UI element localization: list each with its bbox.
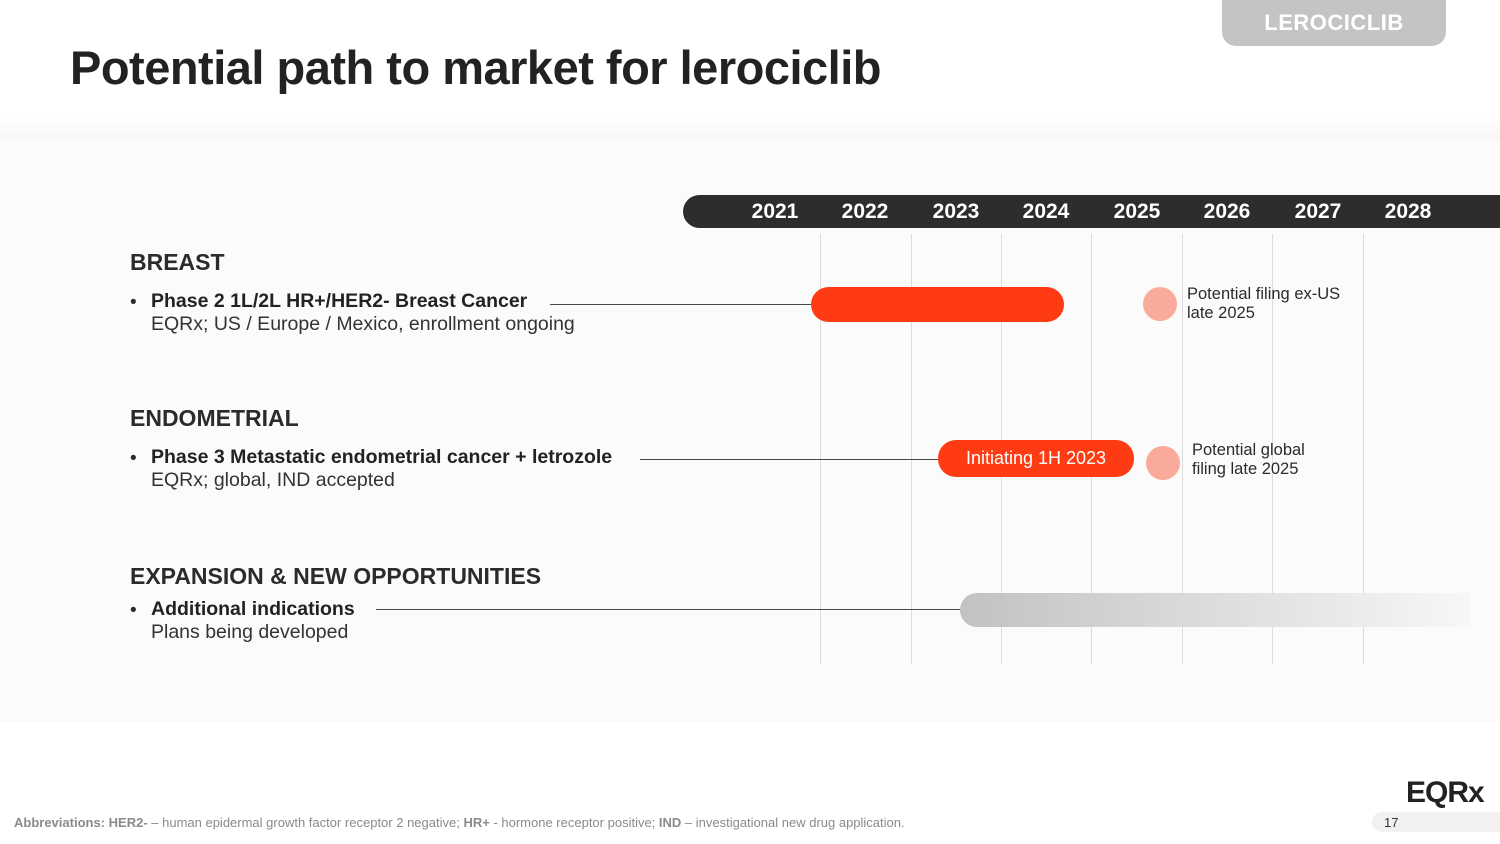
year-label: 2022: [841, 200, 889, 223]
breast-filing-milestone: [1143, 287, 1177, 321]
expansion-item-detail: Plans being developed: [151, 621, 349, 643]
note-line: Potential global: [1192, 441, 1305, 459]
gridline: [820, 234, 821, 664]
section-title-breast: BREAST: [130, 249, 225, 275]
timeline-year-bar: 2021 2022 2023 2024 2025 2026 2027 2028: [683, 195, 1500, 228]
year-label: 2027: [1294, 200, 1342, 223]
abbr-definition: – human epidermal growth factor receptor…: [147, 815, 464, 830]
abbr-term: HR+: [463, 815, 490, 830]
endometrial-connector-line: [640, 459, 940, 460]
year-label: 2026: [1203, 200, 1251, 223]
page-title: Potential path to market for lerociclib: [70, 41, 882, 94]
gridline: [1182, 234, 1183, 664]
endometrial-filing-note: Potential global filing late 2025: [1192, 441, 1305, 479]
note-line: late 2025: [1187, 304, 1255, 322]
abbr-term: HER2-: [108, 815, 148, 830]
expansion-connector-line: [376, 609, 962, 610]
abbreviations-footnote: Abbreviations: HER2- – human epidermal g…: [14, 815, 905, 830]
endometrial-bar-label: Initiating 1H 2023: [965, 448, 1107, 468]
product-tag: LEROCICLIB: [1222, 0, 1446, 46]
bullet: •: [130, 292, 137, 313]
year-label: 2025: [1113, 200, 1161, 223]
gridline: [1272, 234, 1273, 664]
abbr-definition: – investigational new drug application.: [681, 815, 905, 830]
endometrial-trial-title: Phase 3 Metastatic endometrial cancer + …: [151, 446, 613, 468]
expansion-item-title: Additional indications: [151, 598, 355, 620]
note-line: filing late 2025: [1192, 460, 1299, 478]
expansion-bar: [960, 593, 1470, 627]
abbr-term: IND: [658, 815, 682, 830]
endometrial-filing-milestone: [1146, 446, 1180, 480]
eqrx-logo: EQRx: [1406, 776, 1485, 809]
endometrial-trial-detail: EQRx; global, IND accepted: [151, 469, 395, 491]
bullet: •: [130, 448, 137, 469]
gridline: [911, 234, 912, 664]
year-label: 2023: [932, 200, 980, 223]
abbr-definition: - hormone receptor positive;: [489, 815, 659, 830]
year-label: 2028: [1384, 200, 1432, 223]
section-title-expansion: EXPANSION & NEW OPPORTUNITIES: [130, 563, 542, 589]
bullet: •: [130, 600, 137, 621]
note-line: Potential filing ex-US: [1187, 285, 1341, 303]
section-title-endometrial: ENDOMETRIAL: [130, 405, 299, 431]
breast-trial-bar: [811, 287, 1064, 322]
gridline: [1363, 234, 1364, 664]
breast-connector-line: [550, 304, 812, 305]
breast-filing-note: Potential filing ex-US late 2025: [1187, 285, 1340, 323]
year-label: 2021: [751, 200, 799, 223]
page-number-tab: [1372, 812, 1500, 832]
breast-trial-title: Phase 2 1L/2L HR+/HER2- Breast Cancer: [151, 290, 528, 312]
abbr-label: Abbreviations:: [14, 815, 106, 830]
year-label: 2024: [1022, 200, 1070, 223]
panel-shadow: [0, 118, 1500, 142]
endometrial-trial-bar: Initiating 1H 2023: [938, 440, 1134, 477]
breast-trial-detail: EQRx; US / Europe / Mexico, enrollment o…: [151, 313, 575, 335]
page-number: 17: [1384, 815, 1399, 830]
